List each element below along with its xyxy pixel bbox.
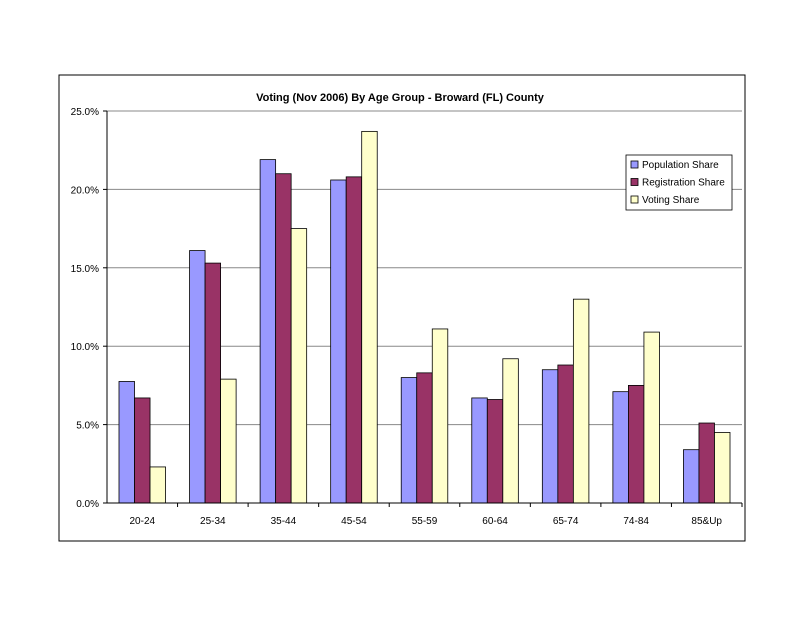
x-tick-label: 25-34 (200, 516, 226, 527)
bar-registration-share (698, 422, 715, 504)
x-tick-label: 45-54 (341, 516, 367, 527)
y-tick-label: 20.0% (71, 185, 99, 196)
bar-registration-share (557, 364, 574, 504)
bar-voting-share (149, 466, 166, 504)
bar-registration-share (134, 397, 151, 504)
bar-registration-share (204, 262, 221, 504)
bar-voting-share (361, 130, 378, 504)
y-tick-label: 0.0% (76, 499, 99, 510)
bar-population-share (541, 369, 559, 504)
bar-registration-share (486, 399, 504, 504)
x-tick-label: 65-74 (553, 516, 579, 527)
x-tick-label: 20-24 (129, 516, 155, 527)
x-tick-label: 74-84 (623, 516, 649, 527)
legend-swatch (630, 160, 639, 169)
bar-population-share (259, 159, 277, 504)
bar-voting-share (572, 298, 590, 504)
bar-voting-share (290, 228, 308, 504)
bar-registration-share (345, 176, 363, 504)
bar-voting-share (643, 331, 660, 504)
y-tick-label: 15.0% (71, 264, 99, 275)
x-tick-label: 85&Up (691, 516, 722, 527)
bar-registration-share (416, 372, 433, 504)
bar-population-share (118, 381, 135, 504)
legend-swatch (630, 178, 639, 186)
bar-population-share (189, 250, 206, 504)
bar-voting-share (502, 358, 519, 504)
x-tick-label: 35-44 (271, 516, 297, 527)
bar-voting-share (714, 432, 731, 504)
legend-label: Registration Share (642, 178, 725, 189)
x-tick-label: 60-64 (482, 516, 508, 527)
bar-voting-share (220, 378, 237, 504)
x-tick-label: 55-59 (412, 516, 438, 527)
chart-title: Voting (Nov 2006) By Age Group - Broward… (256, 92, 545, 104)
bar-voting-share (431, 328, 449, 504)
legend-label: Voting Share (642, 195, 700, 206)
bar-population-share (330, 179, 347, 504)
bar-population-share (612, 391, 629, 504)
bar-population-share (471, 397, 488, 504)
bar-registration-share (628, 384, 645, 504)
legend-box (625, 154, 733, 211)
y-tick-label: 10.0% (71, 342, 99, 353)
bar-population-share (400, 377, 418, 504)
legend-label: Population Share (642, 160, 719, 171)
bar-population-share (683, 449, 700, 504)
y-tick-label: 5.0% (76, 421, 99, 432)
bar-registration-share (275, 173, 292, 504)
y-tick-label: 25.0% (71, 107, 99, 118)
legend-swatch (630, 195, 639, 204)
